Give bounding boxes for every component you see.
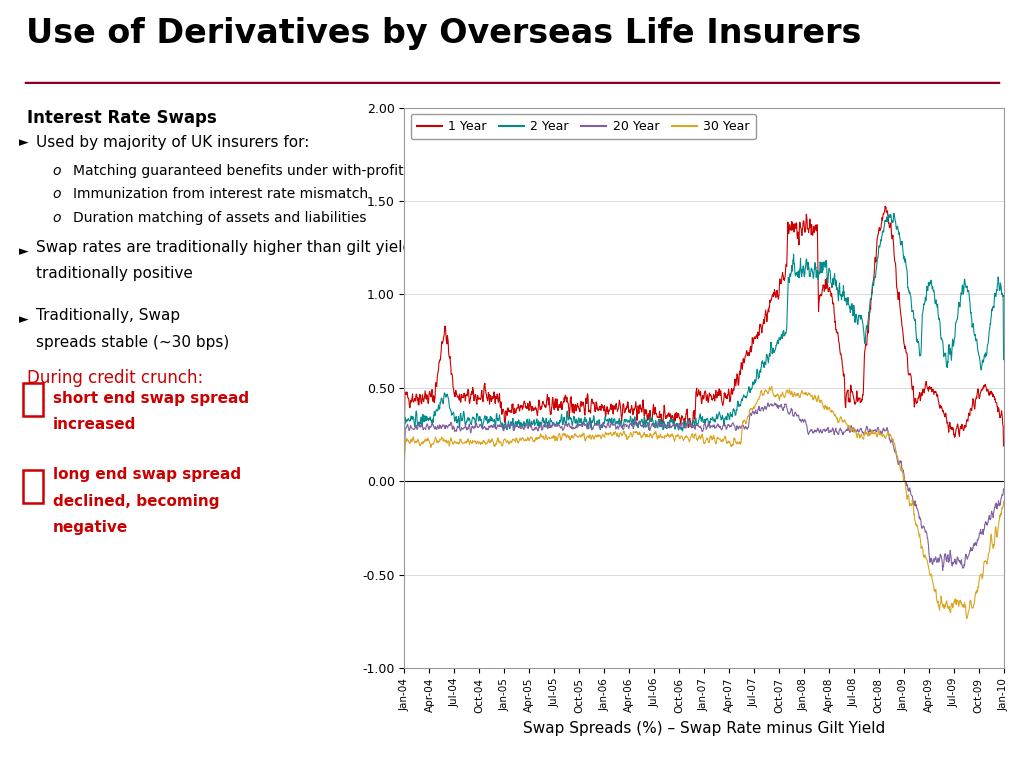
Text: long end swap spread: long end swap spread [53,467,241,482]
Bar [23,470,43,503]
Text: o: o [53,164,61,178]
Text: During credit crunch:: During credit crunch: [27,369,203,387]
Text: Use of Derivatives by Overseas Life Insurers: Use of Derivatives by Overseas Life Insu… [26,17,861,50]
30 Year [872,427,885,436]
30 Year [979,556,991,565]
2 Year [978,350,990,359]
Text: Swap rates are traditionally higher than gilt yields, i.e. swap spreads are: Swap rates are traditionally higher than… [36,240,593,255]
Line: 20 Year: 20 Year [404,403,1004,571]
1 Year [997,442,1010,451]
1 Year [398,420,411,429]
Text: Traditionally, Swap: Traditionally, Swap [36,309,180,323]
Text: o: o [53,210,61,225]
2 Year [778,332,791,341]
2 Year [888,209,900,218]
Line: 30 Year: 30 Year [404,386,1004,618]
Text: Interest Rate Swaps: Interest Rate Swaps [27,109,216,127]
20 Year [937,566,949,575]
30 Year [836,415,848,425]
Text: ►: ► [19,136,29,149]
30 Year [778,393,791,402]
Text: declined, becoming: declined, becoming [53,494,219,508]
Text: o: o [53,187,61,201]
2 Year [836,295,848,304]
Legend: 1 Year, 2 Year, 20 Year, 30 Year: 1 Year, 2 Year, 20 Year, 30 Year [411,114,756,139]
30 Year [997,497,1010,506]
1 Year [872,227,885,236]
Line: 2 Year: 2 Year [404,214,1004,435]
Text: spreads stable (~30 bps): spreads stable (~30 bps) [36,335,229,350]
Text: ►: ► [19,245,29,258]
20 Year [637,421,649,430]
Bar [23,382,43,416]
Text: Duration matching of assets and liabilities: Duration matching of assets and liabilit… [74,210,367,225]
Line: 1 Year: 1 Year [404,206,1004,446]
Text: Matching guaranteed benefits under with-profits contracts: Matching guaranteed benefits under with-… [74,164,480,178]
30 Year [961,614,973,623]
Text: ►: ► [19,313,29,326]
Text: increased: increased [53,417,136,432]
2 Year [398,431,411,440]
20 Year [872,428,885,437]
20 Year [979,519,991,528]
X-axis label: Swap Spreads (%) – Swap Rate minus Gilt Yield: Swap Spreads (%) – Swap Rate minus Gilt … [523,721,885,737]
2 Year [997,355,1010,364]
2 Year [637,422,649,432]
2 Year [872,244,885,253]
Text: short end swap spread: short end swap spread [53,391,249,406]
1 Year [706,395,718,404]
1 Year [778,275,791,284]
20 Year [762,399,774,408]
30 Year [398,456,411,465]
20 Year [778,403,791,412]
Text: negative: negative [53,520,128,535]
20 Year [997,485,1010,494]
Text: traditionally positive: traditionally positive [36,266,193,281]
1 Year [637,396,649,405]
2 Year [706,414,718,423]
1 Year [978,382,990,391]
30 Year [706,435,718,444]
20 Year [398,451,411,460]
30 Year [637,430,649,439]
Text: Used by majority of UK insurers for:: Used by majority of UK insurers for: [36,134,309,150]
30 Year [766,382,778,391]
1 Year [879,201,891,210]
1 Year [836,354,848,363]
20 Year [836,428,848,437]
20 Year [706,422,718,432]
Text: Immunization from interest rate mismatch: Immunization from interest rate mismatch [74,187,369,201]
